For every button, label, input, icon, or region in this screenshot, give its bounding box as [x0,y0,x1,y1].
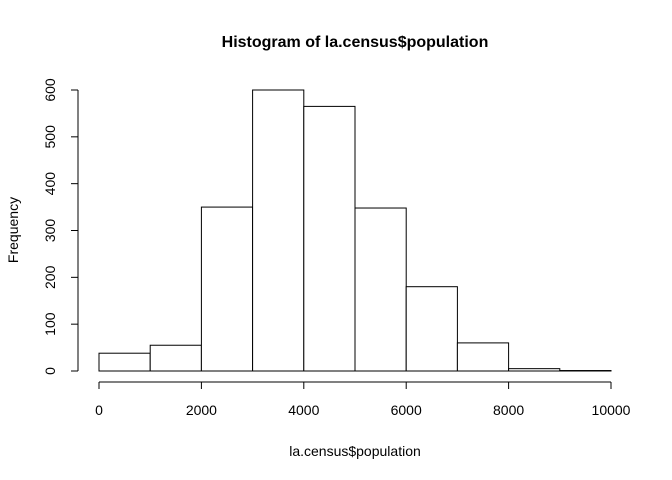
x-tick-label: 6000 [391,402,422,418]
y-axis-label: Frequency [5,197,21,263]
histogram-bar-4 [303,105,356,372]
histogram-bar-2 [200,206,254,372]
y-tick-label: 200 [42,265,58,289]
histogram-bar-1 [149,344,202,372]
y-axis: 0 100 200 300 400 500 600 [42,78,79,375]
histogram-bar-7 [456,342,510,372]
y-tick-label: 400 [42,172,58,196]
x-tick-label: 8000 [493,402,524,418]
x-tick-label: 2000 [186,402,217,418]
x-tick-label: 10000 [592,402,631,418]
y-tick-label: 0 [42,367,58,375]
x-axis: 0 2000 4000 6000 8000 10000 [95,381,631,418]
x-tick-label: 4000 [288,402,319,418]
x-axis-label: la.census$population [289,443,421,459]
chart-title: Histogram of la.census$population [222,34,489,51]
histogram-bar-8 [508,368,561,372]
bars-group [98,89,612,372]
histogram-bar-3 [252,89,305,372]
histogram-bar-6 [405,286,458,372]
y-tick-label: 500 [42,125,58,149]
x-tick-label: 0 [95,402,103,418]
histogram-bar-0 [98,352,151,372]
y-tick-label: 600 [42,78,58,102]
histogram-bar-5 [354,207,407,372]
y-tick-label: 300 [42,219,58,243]
y-tick-label: 100 [42,312,58,336]
